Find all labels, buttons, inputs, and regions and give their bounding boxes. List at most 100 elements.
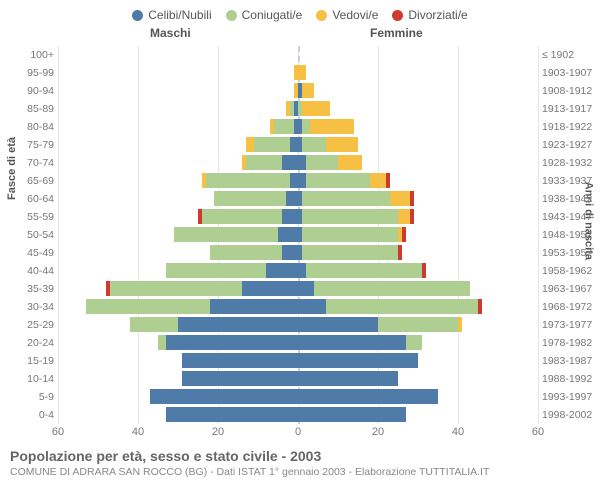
age-label: 95-99 bbox=[14, 67, 54, 79]
bar-segment-coniugati bbox=[274, 119, 294, 134]
age-row: 100+≤ 1902 bbox=[58, 46, 538, 64]
birth-year-label: 1998-2002 bbox=[542, 409, 598, 421]
bar-segment-coniugati bbox=[302, 209, 398, 224]
age-label: 30-34 bbox=[14, 301, 54, 313]
bar-segment-coniugati bbox=[166, 263, 266, 278]
age-row: 20-241978-1982 bbox=[58, 334, 538, 352]
age-row: 75-791923-1927 bbox=[58, 136, 538, 154]
age-label: 50-54 bbox=[14, 229, 54, 241]
birth-year-label: ≤ 1902 bbox=[542, 49, 598, 61]
bar-segment-celibi bbox=[210, 299, 298, 314]
male-bar bbox=[210, 245, 298, 260]
x-tick: 60 bbox=[52, 426, 64, 438]
male-bar bbox=[246, 137, 298, 152]
x-axis: 6040200204060 bbox=[58, 424, 538, 442]
bar-segment-celibi bbox=[298, 299, 326, 314]
legend-item: Coniugati/e bbox=[226, 8, 303, 22]
birth-year-label: 1923-1927 bbox=[542, 139, 598, 151]
bar-segment-coniugati bbox=[158, 335, 166, 350]
age-row: 30-341968-1972 bbox=[58, 298, 538, 316]
bar-segment-coniugati bbox=[326, 299, 478, 314]
bar-segment-celibi bbox=[286, 191, 298, 206]
x-tick: 20 bbox=[372, 426, 384, 438]
age-label: 0-4 bbox=[14, 409, 54, 421]
female-bar bbox=[298, 209, 414, 224]
column-headers: Maschi Femmine bbox=[0, 26, 600, 42]
male-bar bbox=[158, 335, 298, 350]
birth-year-label: 1938-1942 bbox=[542, 193, 598, 205]
bar-segment-coniugati bbox=[306, 155, 338, 170]
birth-year-label: 1988-1992 bbox=[542, 373, 598, 385]
legend-swatch bbox=[132, 10, 143, 21]
bar-segment-coniugati bbox=[210, 245, 282, 260]
bar-segment-divorziati bbox=[410, 191, 414, 206]
male-bar bbox=[130, 317, 298, 332]
bar-segment-celibi bbox=[166, 335, 298, 350]
age-label: 35-39 bbox=[14, 283, 54, 295]
legend-item: Vedovi/e bbox=[316, 8, 378, 22]
bar-segment-celibi bbox=[150, 389, 298, 404]
legend-swatch bbox=[316, 10, 327, 21]
birth-year-label: 1943-1947 bbox=[542, 211, 598, 223]
bar-segment-celibi bbox=[298, 407, 406, 422]
bar-segment-celibi bbox=[298, 335, 406, 350]
legend-item: Celibi/Nubili bbox=[132, 8, 211, 22]
age-row: 55-591943-1947 bbox=[58, 208, 538, 226]
bar-segment-coniugati bbox=[206, 173, 290, 188]
birth-year-label: 1958-1962 bbox=[542, 265, 598, 277]
female-bar bbox=[298, 371, 398, 386]
female-bar bbox=[298, 137, 358, 152]
age-row: 85-891913-1917 bbox=[58, 100, 538, 118]
male-bar bbox=[86, 299, 298, 314]
bar-segment-celibi bbox=[298, 371, 398, 386]
age-row: 40-441958-1962 bbox=[58, 262, 538, 280]
bar-segment-coniugati bbox=[406, 335, 422, 350]
bar-segment-vedovi bbox=[398, 209, 410, 224]
bar-segment-celibi bbox=[298, 281, 314, 296]
bar-segment-coniugati bbox=[86, 299, 210, 314]
age-label: 15-19 bbox=[14, 355, 54, 367]
birth-year-label: 1983-1987 bbox=[542, 355, 598, 367]
age-row: 65-691933-1937 bbox=[58, 172, 538, 190]
age-label: 20-24 bbox=[14, 337, 54, 349]
bar-segment-celibi bbox=[282, 155, 298, 170]
age-row: 95-991903-1907 bbox=[58, 64, 538, 82]
bar-segment-vedovi bbox=[310, 119, 354, 134]
bar-segment-vedovi bbox=[302, 83, 314, 98]
age-label: 25-29 bbox=[14, 319, 54, 331]
male-bar bbox=[166, 263, 298, 278]
male-bar bbox=[286, 101, 298, 116]
birth-year-label: 1973-1977 bbox=[542, 319, 598, 331]
bar-segment-vedovi bbox=[458, 317, 462, 332]
x-tick: 40 bbox=[452, 426, 464, 438]
male-bar bbox=[202, 173, 298, 188]
bar-segment-coniugati bbox=[174, 227, 278, 242]
bar-segment-divorziati bbox=[402, 227, 406, 242]
birth-year-label: 1948-1952 bbox=[542, 229, 598, 241]
x-tick: 20 bbox=[212, 426, 224, 438]
age-label: 70-74 bbox=[14, 157, 54, 169]
age-row: 90-941908-1912 bbox=[58, 82, 538, 100]
female-bar bbox=[298, 407, 406, 422]
chart-subtitle: COMUNE DI ADRARA SAN ROCCO (BG) - Dati I… bbox=[10, 466, 590, 478]
birth-year-label: 1968-1972 bbox=[542, 301, 598, 313]
age-label: 60-64 bbox=[14, 193, 54, 205]
birth-year-label: 1953-1957 bbox=[542, 247, 598, 259]
age-label: 100+ bbox=[14, 49, 54, 61]
population-pyramid-chart: Celibi/NubiliConiugati/eVedovi/eDivorzia… bbox=[0, 0, 600, 500]
bar-segment-celibi bbox=[290, 173, 298, 188]
female-bar bbox=[298, 281, 470, 296]
bar-segment-coniugati bbox=[214, 191, 286, 206]
age-label: 5-9 bbox=[14, 391, 54, 403]
female-bar bbox=[298, 389, 438, 404]
x-tick: 0 bbox=[295, 426, 301, 438]
birth-year-label: 1933-1937 bbox=[542, 175, 598, 187]
grid-line bbox=[538, 46, 539, 424]
bar-segment-celibi bbox=[298, 353, 418, 368]
female-bar bbox=[298, 227, 406, 242]
age-label: 45-49 bbox=[14, 247, 54, 259]
age-label: 40-44 bbox=[14, 265, 54, 277]
bar-segment-celibi bbox=[298, 317, 378, 332]
bar-segment-celibi bbox=[182, 353, 298, 368]
chart-footer: Popolazione per età, sesso e stato civil… bbox=[0, 442, 600, 478]
